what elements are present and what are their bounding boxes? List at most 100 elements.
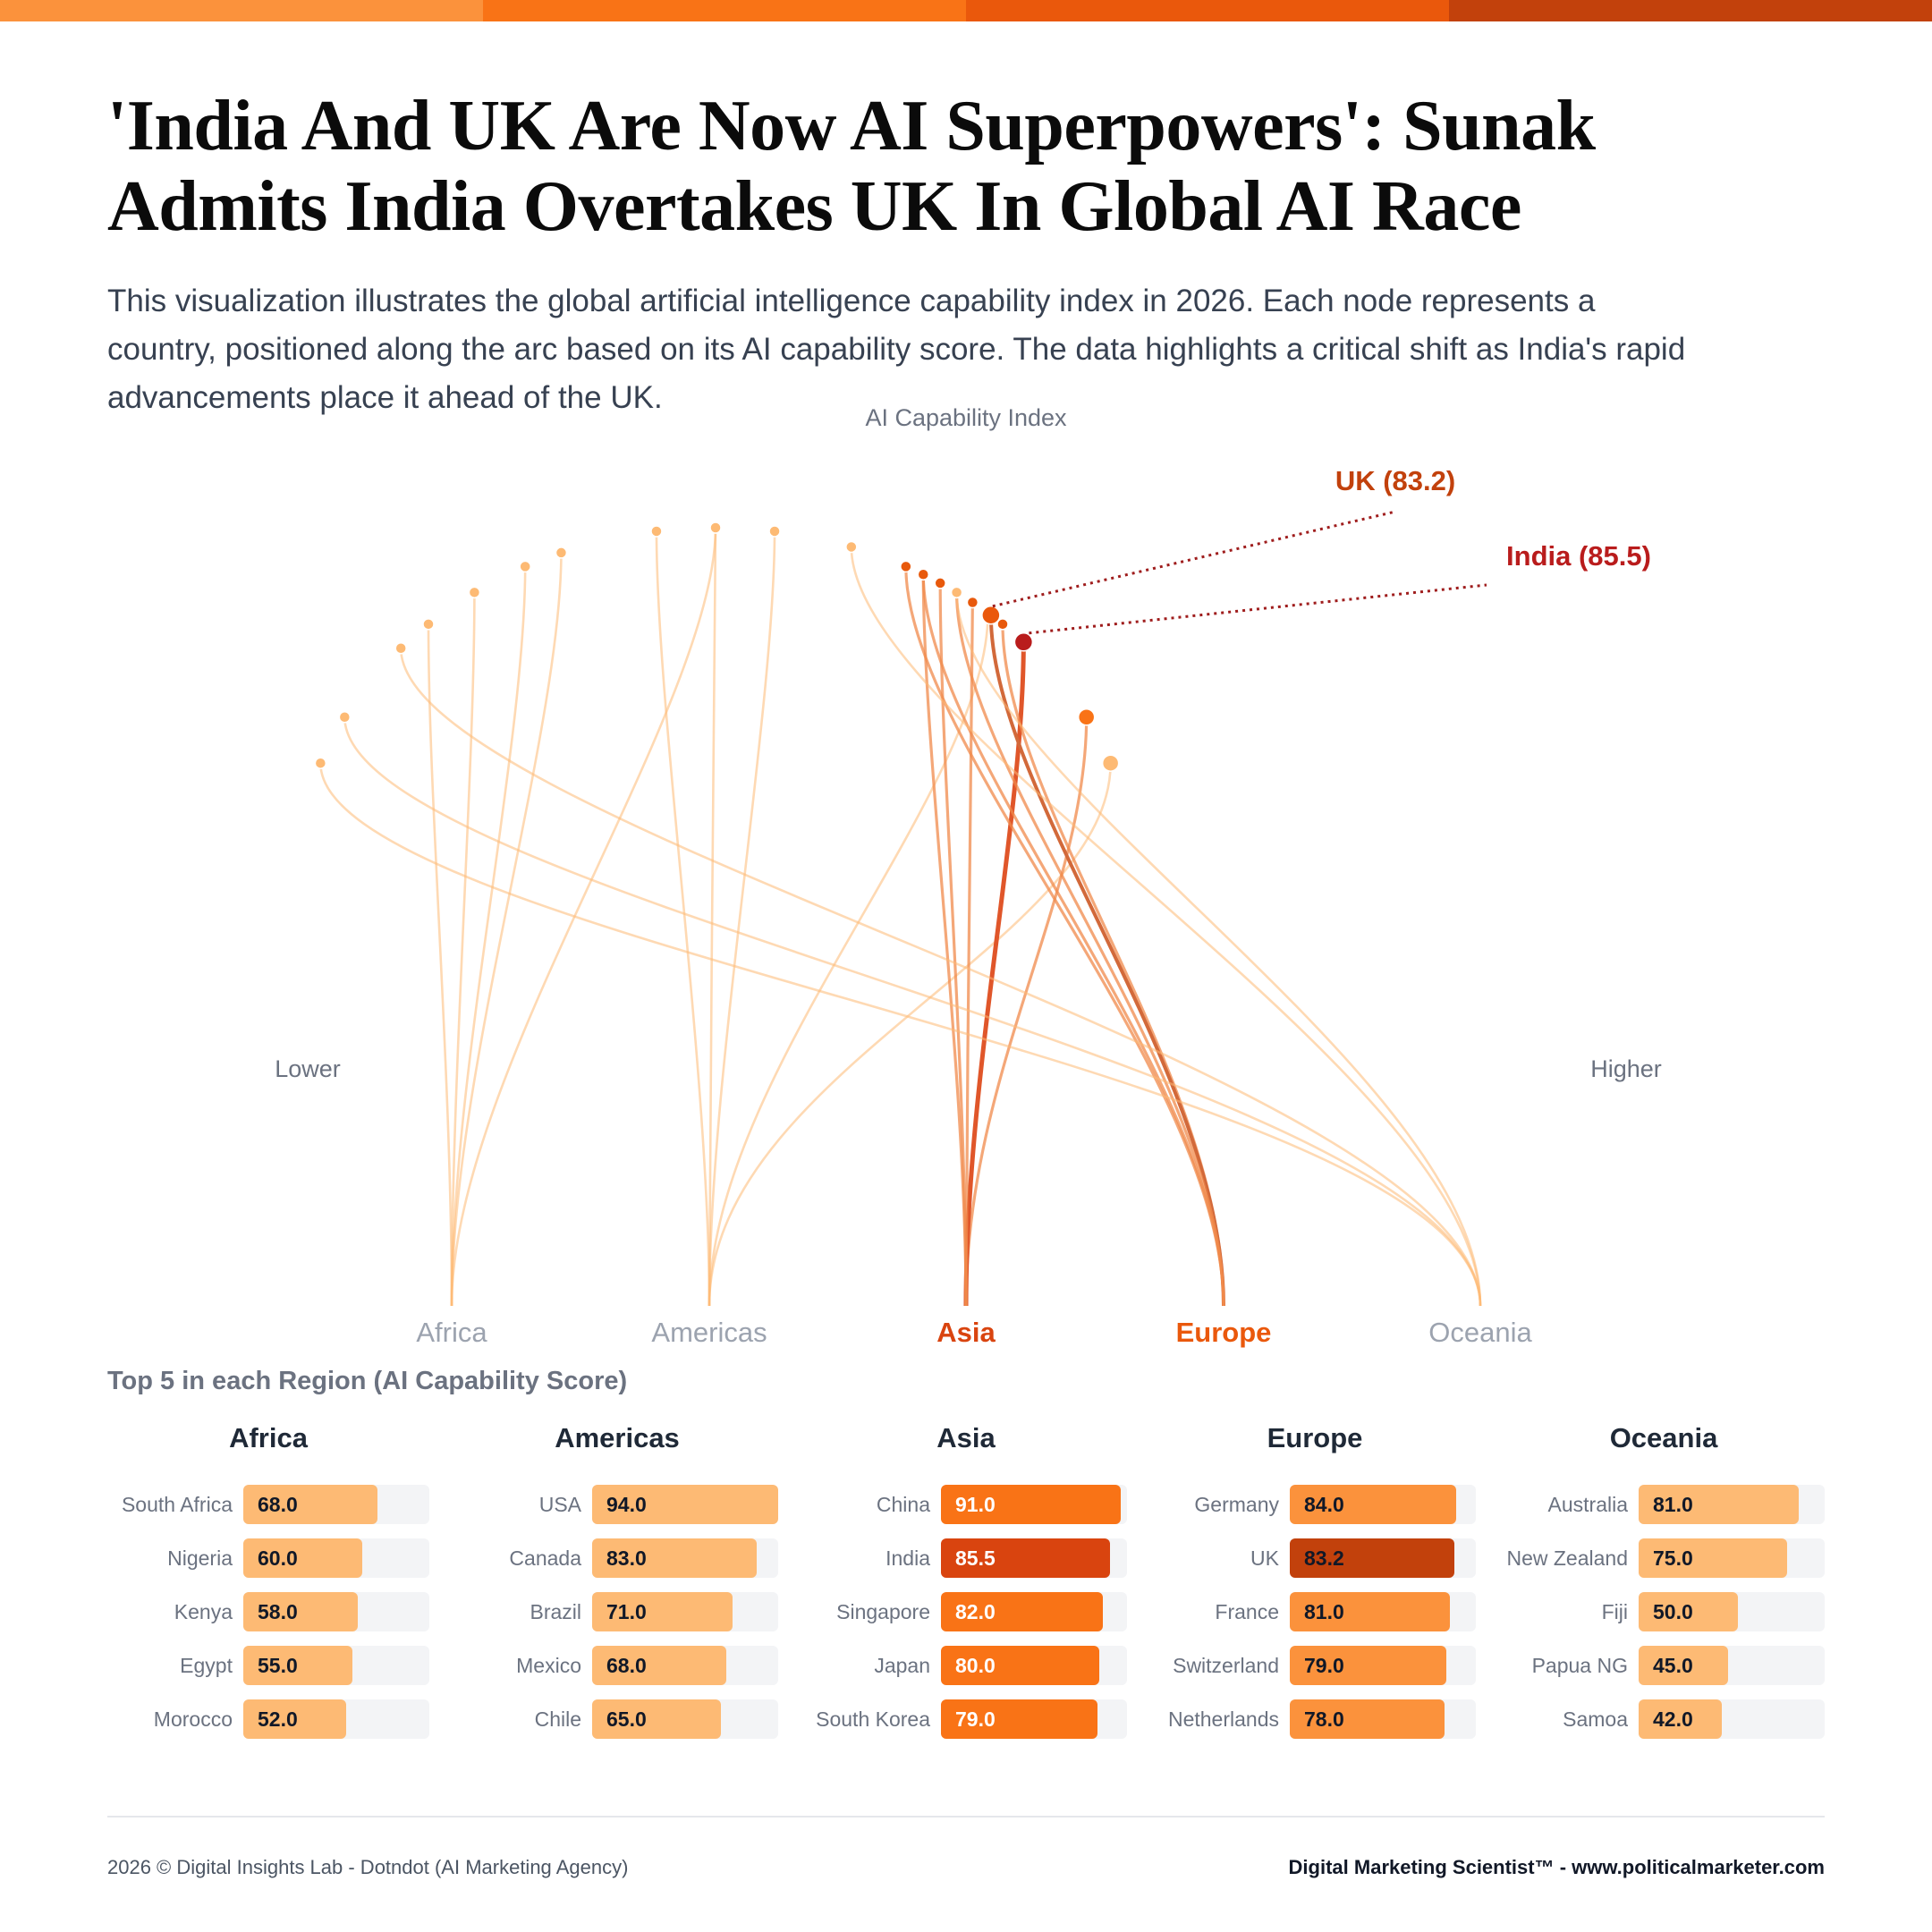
bar-fill-new-zealand: 75.0 — [1639, 1538, 1787, 1578]
accent-segment-1 — [0, 0, 483, 21]
node-brazil[interactable] — [768, 525, 781, 538]
bar-row: Samoa 42.0 — [1503, 1699, 1825, 1739]
bar-track: 79.0 — [941, 1699, 1127, 1739]
footer-copyright: 2026 © Digital Insights Lab - Dotndot (A… — [107, 1856, 629, 1878]
accent-segment-2 — [483, 0, 966, 21]
link-morocco — [427, 623, 453, 1307]
country-name: Nigeria — [167, 1546, 233, 1570]
region-card-americas: Americas USA 94.0 Canada 83.0 Brazil 71.0 Mexic… — [456, 1422, 778, 1753]
bar-track: 55.0 — [243, 1646, 429, 1685]
link-brazil — [708, 530, 776, 1307]
country-name: Japan — [874, 1653, 930, 1677]
bar-row: Kenya 58.0 — [107, 1592, 429, 1631]
bar-fill-france: 81.0 — [1290, 1592, 1451, 1631]
node-switzerland[interactable] — [917, 568, 930, 581]
country-name: Canada — [509, 1546, 581, 1570]
bar-row: USA 94.0 — [456, 1485, 778, 1524]
nodes-layer — [314, 521, 1120, 772]
annotation-uk: UK (83.2) — [1335, 465, 1455, 496]
node-morocco[interactable] — [422, 618, 435, 631]
node-chile[interactable] — [650, 525, 663, 538]
bar-fill-china: 91.0 — [941, 1485, 1122, 1524]
bar-fill-usa: 94.0 — [592, 1485, 778, 1524]
node-usa[interactable] — [1101, 754, 1120, 772]
link-singapore — [964, 602, 974, 1307]
link-france — [954, 592, 1225, 1307]
footer-divider — [107, 1816, 1825, 1818]
node-australia[interactable] — [950, 586, 963, 599]
node-netherlands[interactable] — [900, 560, 912, 573]
bar-row: Germany 84.0 — [1154, 1485, 1476, 1524]
bar-fill-mexico: 68.0 — [592, 1646, 727, 1685]
link-australia — [955, 592, 1482, 1307]
link-samoa — [319, 763, 1482, 1307]
bar-fill-australia: 81.0 — [1639, 1485, 1800, 1524]
page-subtitle: This visualization illustrates the globa… — [107, 284, 1686, 415]
node-mexico[interactable] — [709, 521, 722, 534]
node-fiji[interactable] — [394, 642, 407, 655]
node-china[interactable] — [1077, 708, 1096, 726]
bar-track: 83.0 — [592, 1538, 778, 1578]
bar-fill-samoa: 42.0 — [1639, 1699, 1722, 1739]
top5-section-title: Top 5 in each Region (AI Capability Scor… — [107, 1367, 628, 1395]
country-name: Netherlands — [1167, 1707, 1279, 1731]
node-uk[interactable] — [981, 606, 1001, 625]
country-name: Kenya — [174, 1599, 233, 1623]
country-name: Mexico — [516, 1653, 581, 1677]
country-name: UK — [1250, 1546, 1279, 1570]
bar-track: 58.0 — [243, 1592, 429, 1631]
country-name: China — [876, 1492, 930, 1516]
region-label-asia: Asia — [936, 1317, 996, 1348]
top5-regions: Africa South Africa 68.0 Nigeria 60.0 Kenya 58… — [107, 1422, 1825, 1753]
link-fiji — [399, 648, 1482, 1307]
scale-lower-label: Lower — [275, 1055, 341, 1082]
node-india[interactable] — [1013, 632, 1034, 652]
node-nigeria[interactable] — [555, 547, 568, 559]
region-label-europe: Europe — [1176, 1317, 1272, 1348]
node-kenya[interactable] — [519, 560, 531, 573]
bar-track: 68.0 — [592, 1646, 778, 1685]
bar-track: 94.0 — [592, 1485, 778, 1524]
link-south-korea — [921, 574, 968, 1307]
node-samoa[interactable] — [314, 757, 327, 769]
bar-track: 75.0 — [1639, 1538, 1825, 1578]
chart-title: AI Capability Index — [865, 404, 1067, 431]
arc-network-chart: UK (83.2) India (85.5) AI Capability Index… — [275, 404, 1662, 1348]
bar-fill-uk: 83.2 — [1290, 1538, 1455, 1578]
region-card-oceania: Oceania Australia 81.0 New Zealand 75.0 Fiji 5… — [1503, 1422, 1825, 1753]
bar-fill-germany: 84.0 — [1290, 1485, 1456, 1524]
region-heading: Americas — [555, 1422, 680, 1453]
node-japan[interactable] — [934, 577, 946, 589]
bar-row: Morocco 52.0 — [107, 1699, 429, 1739]
link-chile — [655, 530, 711, 1307]
country-name: Egypt — [180, 1653, 233, 1677]
bar-row: Singapore 82.0 — [805, 1592, 1127, 1631]
bar-row: Canada 83.0 — [456, 1538, 778, 1578]
node-egypt[interactable] — [468, 586, 481, 599]
country-name: Germany — [1194, 1492, 1279, 1516]
node-singapore[interactable] — [966, 596, 979, 609]
page-title: 'India And UK Are Now AI Superpowers': S… — [107, 87, 1596, 246]
links-layer — [319, 527, 1482, 1307]
node-new-zealand[interactable] — [845, 540, 858, 554]
bar-track: 71.0 — [592, 1592, 778, 1631]
link-south-africa — [450, 527, 717, 1307]
node-germany[interactable] — [996, 618, 1009, 631]
bar-fill-japan: 80.0 — [941, 1646, 1100, 1685]
region-label-oceania: Oceania — [1428, 1317, 1532, 1348]
bar-track: 91.0 — [941, 1485, 1127, 1524]
bar-row: Mexico 68.0 — [456, 1646, 778, 1685]
country-name: New Zealand — [1506, 1546, 1628, 1570]
accent-segment-4 — [1449, 0, 1932, 21]
bar-fill-switzerland: 79.0 — [1290, 1646, 1446, 1685]
link-mexico — [708, 527, 717, 1307]
region-card-asia: Asia China 91.0 India 85.5 Singapore 82.0 Japan… — [805, 1422, 1127, 1753]
country-name: Singapore — [836, 1599, 930, 1623]
annotation-leader-india — [1029, 583, 1487, 635]
node-papua-ng[interactable] — [338, 710, 352, 724]
country-name: South Korea — [816, 1707, 930, 1731]
bar-row: Japan 80.0 — [805, 1646, 1127, 1685]
region-label-africa: Africa — [416, 1317, 487, 1348]
bar-track: 85.5 — [941, 1538, 1127, 1578]
link-egypt — [450, 592, 476, 1307]
